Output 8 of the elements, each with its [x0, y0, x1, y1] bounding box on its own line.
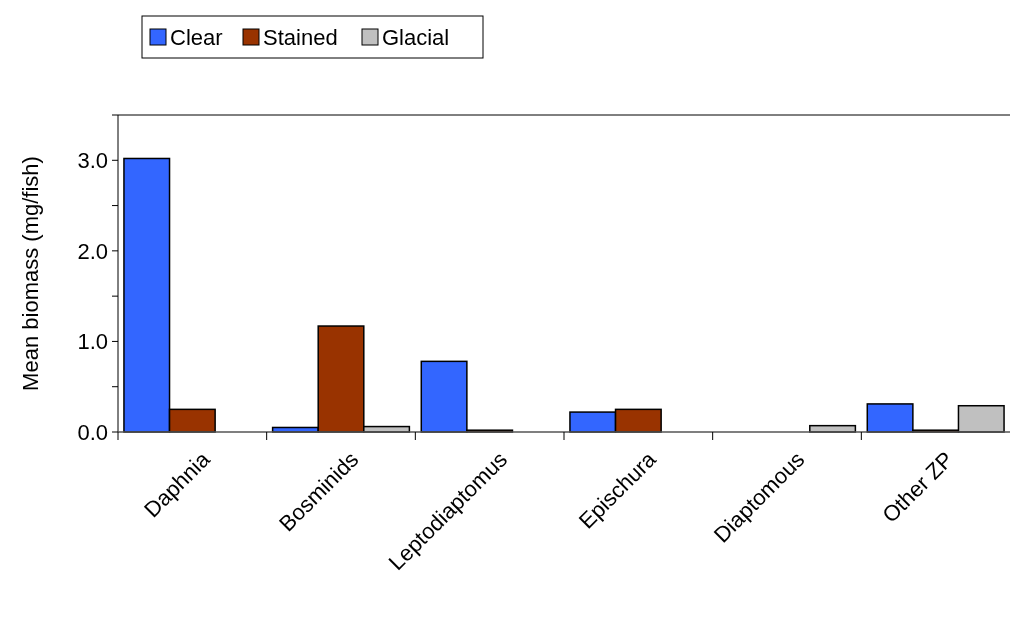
legend-label: Stained — [263, 24, 338, 50]
legend-label: Glacial — [382, 24, 450, 50]
y-axis-title: Mean biomass (mg/fish) — [18, 156, 43, 391]
y-tick-label: 3.0 — [77, 147, 108, 173]
y-tick-label: 0.0 — [77, 419, 108, 445]
y-tick-label: 2.0 — [77, 238, 108, 264]
legend-label: Clear — [170, 24, 223, 50]
y-tick-label: 1.0 — [77, 329, 108, 355]
